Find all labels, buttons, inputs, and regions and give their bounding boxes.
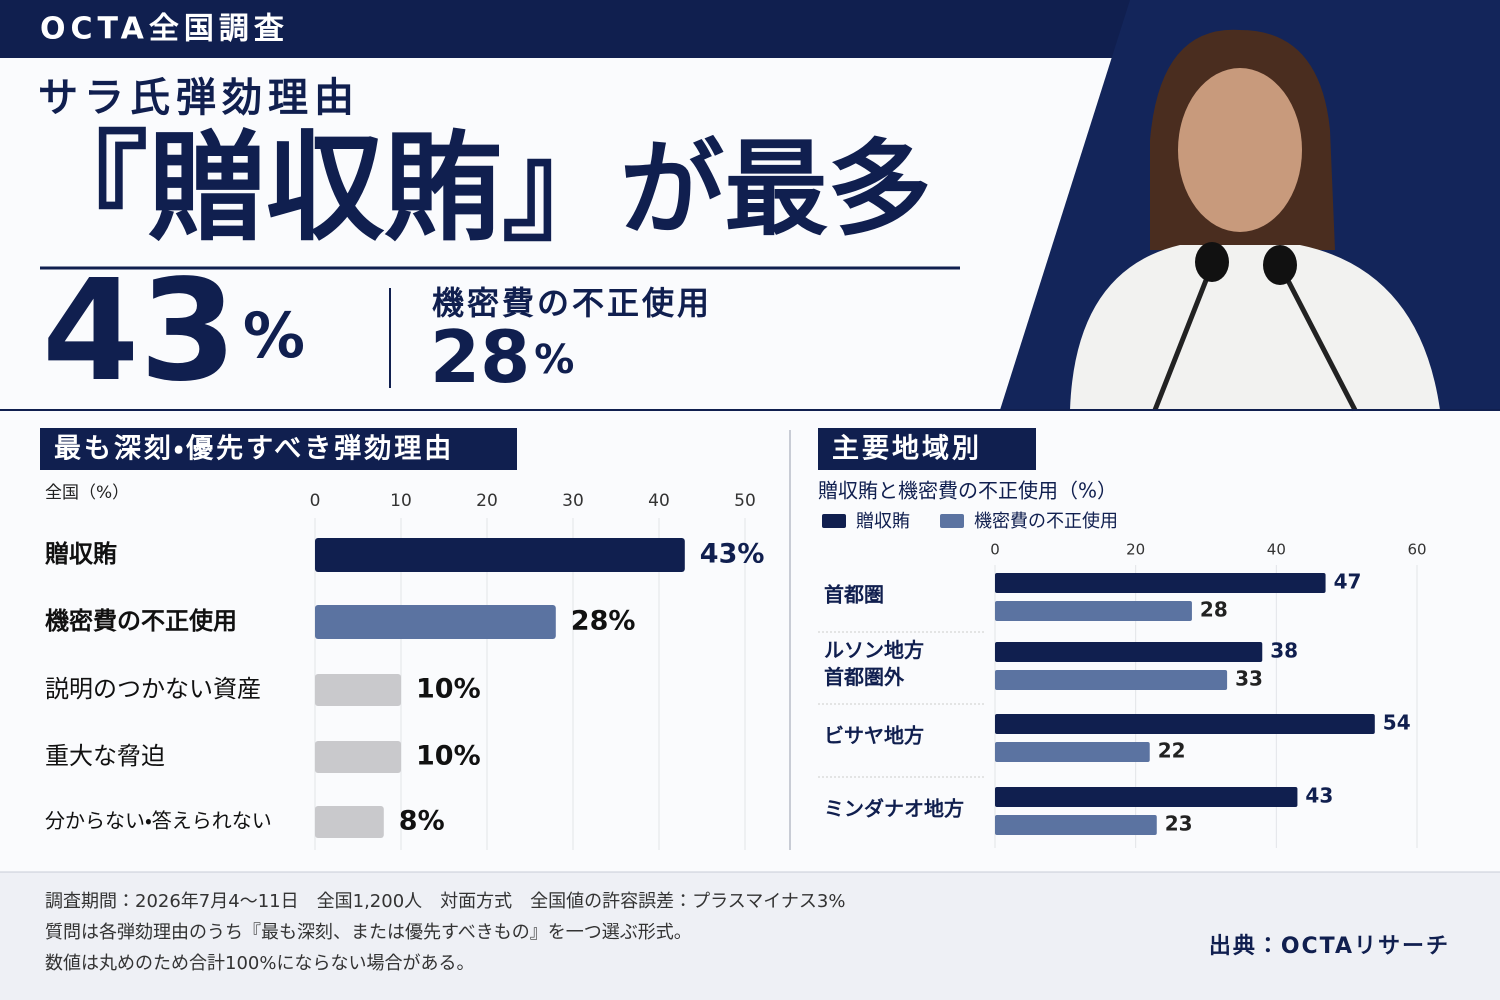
shirt	[1070, 245, 1440, 410]
category-label: 重大な脅迫	[45, 742, 165, 770]
legend-label: 贈収賄	[856, 511, 910, 532]
value-label: 22	[1158, 739, 1186, 763]
headline-rest: が最多	[620, 128, 932, 250]
hero-main: 43%	[42, 250, 305, 413]
section-label-box	[818, 428, 1036, 470]
value-label: 28	[1200, 598, 1228, 622]
bar	[995, 670, 1228, 690]
hero-main-number: 43	[42, 250, 237, 413]
x-tick-label: 30	[562, 491, 584, 511]
category-label: 分からない・答えられない	[45, 809, 272, 833]
category-label: 説明のつかない資産	[45, 675, 261, 703]
x-tick-label: 40	[1267, 541, 1286, 559]
face	[1178, 68, 1302, 232]
bar	[315, 605, 556, 639]
value-label: 43%	[700, 539, 765, 570]
value-label: 10%	[416, 741, 481, 772]
chart-title: 最も深刻・優先すべき弾劾理由	[54, 434, 454, 465]
category-label: 贈収賄	[45, 540, 117, 568]
legend-swatch	[940, 514, 964, 528]
top-band	[0, 0, 1140, 58]
x-tick-label: 60	[1407, 541, 1426, 559]
mic-stand	[1152, 264, 1215, 411]
footer-note: 調査期間：2026年7月4～11日 全国1,200人 対面方式 全国値の許容誤差…	[45, 891, 845, 912]
bar	[995, 714, 1375, 734]
chart-subtitle: 全国（%）	[45, 483, 129, 503]
bar	[995, 573, 1326, 593]
x-tick-label: 20	[476, 491, 498, 511]
headline: 『贈収賄』が最多	[30, 119, 932, 257]
x-tick-label: 10	[390, 491, 412, 511]
value-label: 47	[1334, 570, 1362, 594]
chart-subtitle: 贈収賄と機密費の不正使用（%）	[818, 479, 1117, 503]
hero-main-unit: %	[243, 299, 305, 372]
bar	[995, 642, 1263, 662]
value-label: 38	[1270, 639, 1298, 663]
x-tick-label: 40	[648, 491, 670, 511]
speaker-photo	[1070, 29, 1440, 412]
bar	[315, 674, 401, 706]
chart-title: 主要地域別	[832, 434, 982, 465]
mic	[1263, 245, 1297, 285]
bar	[315, 806, 384, 838]
bar	[315, 741, 401, 773]
source: 出典：OCTAリサーチ	[1209, 934, 1450, 959]
legend-label: 機密費の不正使用	[974, 511, 1118, 532]
x-tick-label: 0	[990, 541, 1000, 559]
hero-secondary: 28%	[430, 315, 574, 399]
category-label: 首都圏	[824, 582, 884, 607]
kicker: サラ氏弾劾理由	[38, 75, 360, 121]
x-tick-label: 20	[1126, 541, 1145, 559]
footer-bg	[0, 872, 1500, 1000]
x-tick-label: 50	[734, 491, 756, 511]
category-label: ミンダナオ地方	[824, 796, 964, 821]
hero-secondary-label: 機密費の不正使用	[432, 284, 712, 322]
hero-secondary-unit: %	[534, 337, 574, 383]
headline-quote: 『贈収賄』	[30, 119, 620, 257]
section-label-box	[40, 428, 517, 470]
value-label: 10%	[416, 674, 481, 705]
value-label: 23	[1165, 812, 1193, 836]
bar	[315, 538, 685, 572]
footer-note: 質問は各弾劾理由のうち『最も深刻、または優先すべきもの』を一つ選ぶ形式。	[45, 922, 692, 943]
value-label: 28%	[571, 606, 636, 637]
mic-stand	[1277, 263, 1358, 412]
tag: OCTA全国調査	[40, 12, 289, 47]
category-label: 機密費の不正使用	[45, 607, 237, 635]
value-label: 43	[1305, 784, 1333, 808]
hero-secondary-number: 28	[430, 315, 530, 399]
footer-note: 数値は丸めのため合計100%にならない場合がある。	[45, 953, 474, 974]
bar	[995, 787, 1298, 807]
mic	[1195, 242, 1229, 282]
x-tick-label: 0	[310, 491, 321, 511]
bar	[995, 742, 1150, 762]
category-label: ビサヤ地方	[824, 723, 924, 748]
value-label: 54	[1383, 711, 1411, 735]
value-label: 33	[1235, 667, 1263, 691]
bar	[995, 815, 1157, 835]
bar	[995, 601, 1192, 621]
category-label: ルソン地方 首都圏外	[824, 638, 924, 689]
legend-swatch	[822, 514, 846, 528]
value-label: 8%	[399, 806, 445, 837]
